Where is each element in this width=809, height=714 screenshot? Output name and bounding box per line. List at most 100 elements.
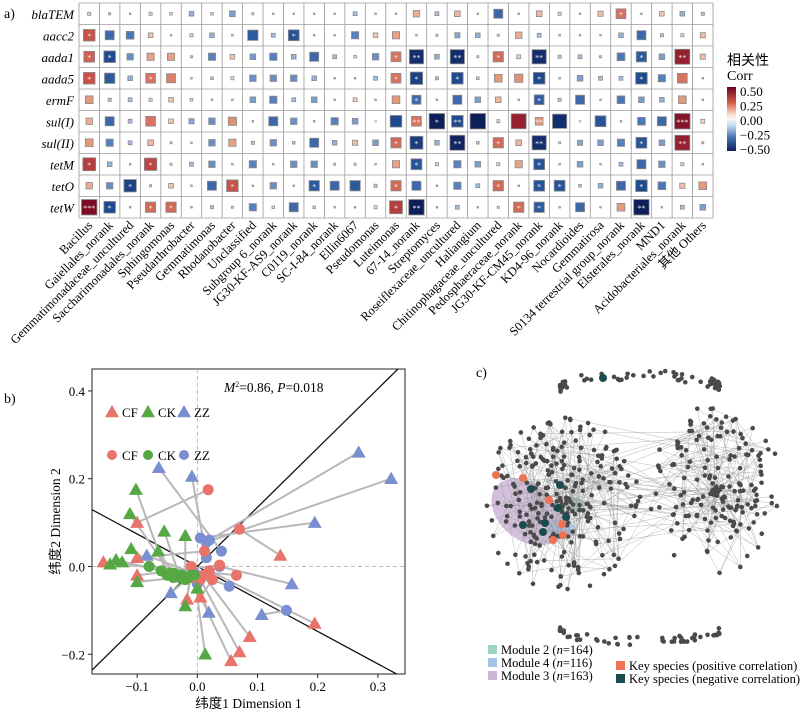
heatmap-cell (127, 75, 133, 81)
heatmap-cell (516, 54, 522, 60)
network-node (588, 515, 593, 521)
heatmap-cell (313, 12, 316, 15)
network-edge (725, 416, 734, 432)
significance-mark: * (292, 32, 296, 41)
heatmap-cell (495, 96, 502, 103)
network-node (513, 552, 518, 558)
significance-mark: * (414, 75, 418, 84)
network-node (621, 458, 627, 464)
heatmap-cell (209, 32, 215, 38)
point-triangle-ck (122, 506, 137, 520)
legend-title-en: Corr (727, 69, 753, 84)
network-node (612, 563, 618, 569)
network-node (522, 531, 528, 537)
heatmap-cell (373, 75, 378, 81)
network-node (692, 632, 698, 637)
network-node (757, 457, 763, 463)
network-node (517, 509, 523, 515)
network-edge (684, 477, 717, 487)
significance-mark: * (537, 75, 541, 84)
point-triangle-zz (384, 471, 399, 484)
network-node (523, 454, 529, 460)
heatmap-cell (701, 77, 704, 80)
x-tick-label: 0.3 (370, 679, 386, 694)
heatmap-cell (207, 52, 216, 61)
legend-tick-label: 0.50 (740, 84, 763, 99)
heatmap-cell (674, 48, 691, 65)
network-edge (733, 502, 772, 523)
network-node (559, 429, 565, 435)
heatmap-cell (249, 96, 257, 103)
heatmap-cell (679, 204, 685, 210)
network-node (769, 494, 774, 499)
network-node (676, 377, 682, 383)
network-node (531, 552, 537, 558)
key-species-positive (545, 496, 553, 504)
heatmap-cell (496, 205, 500, 209)
network-node (751, 488, 757, 493)
key-species-positive (558, 520, 566, 528)
network-node (669, 639, 675, 644)
heatmap-cell (167, 52, 176, 61)
significance-mark: ** (637, 204, 645, 213)
heatmap-cell (226, 179, 239, 192)
procrustes-axis (92, 509, 398, 674)
heatmap-cell (411, 180, 422, 191)
network-node (702, 465, 708, 471)
heatmap-cell (636, 159, 647, 170)
network-node (701, 421, 707, 426)
network-node (588, 377, 594, 383)
heatmap-cell (616, 202, 626, 212)
network-node (577, 458, 582, 464)
network-edge (689, 420, 717, 457)
network-node (569, 540, 574, 545)
heatmap-cell (701, 163, 704, 166)
network-node (550, 454, 556, 460)
heatmap-cell (415, 34, 418, 37)
heatmap-cell (517, 12, 520, 15)
network-node (712, 632, 718, 638)
network-edge (736, 455, 759, 531)
network-node (561, 549, 567, 555)
heatmap-cell (269, 95, 278, 104)
heatmap-cell (475, 183, 481, 189)
heatmap-cell (353, 206, 357, 209)
network-node (570, 502, 576, 507)
heatmap-cell (83, 29, 96, 42)
heatmap-cell (615, 8, 627, 20)
network-node (559, 466, 565, 472)
network-node (539, 503, 544, 509)
significance-mark: * (87, 75, 91, 84)
significance-mark: ** (412, 53, 420, 62)
x-axis-label: 纬度1 Dimension 1 (195, 696, 302, 711)
point-triangle-cf (224, 653, 239, 667)
heatmap-cell (210, 98, 214, 101)
network-node (651, 374, 656, 379)
heatmap-cell (678, 95, 687, 105)
significance-mark: *** (83, 204, 95, 213)
heatmap-cell (598, 75, 603, 81)
heatmap-cell (659, 97, 665, 103)
network-edge (689, 461, 748, 505)
key-legend-label: Key species (negative correlation) (629, 672, 800, 686)
heatmap-cell (190, 141, 193, 144)
heatmap-cell (451, 115, 464, 128)
network-node (662, 368, 668, 374)
key-species-negative (556, 481, 564, 489)
heatmap-cell (374, 12, 377, 15)
network-node (700, 494, 706, 499)
y-tick-label: 0.2 (69, 472, 85, 487)
network-edge (690, 421, 714, 495)
network-edge (519, 506, 729, 512)
heatmap-cell (531, 49, 547, 65)
network-edge (608, 451, 615, 541)
heatmap-cell (313, 120, 316, 123)
network-node (561, 462, 567, 468)
heatmap-cell (699, 32, 706, 39)
heatmap-cell (680, 33, 685, 38)
network-node (558, 574, 564, 579)
significance-mark: * (537, 161, 541, 170)
heatmap-cell (169, 34, 173, 37)
heatmap-cell (333, 34, 336, 37)
heatmap-cell (231, 98, 234, 101)
